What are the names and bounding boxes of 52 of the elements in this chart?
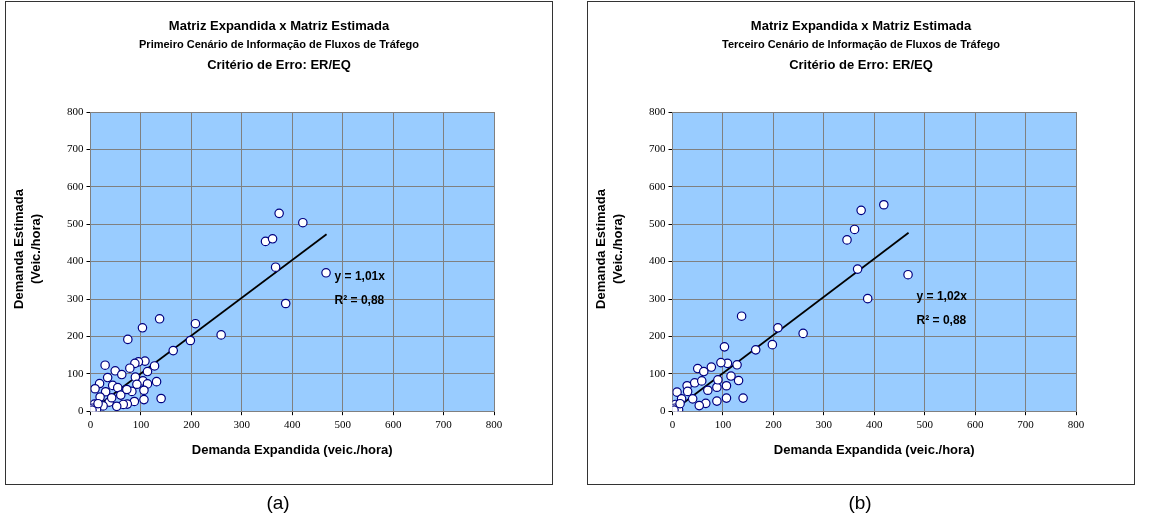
x-tick-label: 600 bbox=[384, 417, 402, 430]
x-axis-title: Demanda Expandida (veic./hora) bbox=[191, 441, 393, 457]
y-tick-label: 100 bbox=[67, 366, 84, 379]
chart-title: Matriz Expandida x Matriz Estimada bbox=[749, 18, 973, 33]
y-axis-title: Demanda Estimada (Veic./hora) bbox=[10, 188, 44, 311]
x-tick-label: 800 bbox=[1067, 417, 1085, 430]
annotation: y = 1,02x bbox=[916, 289, 968, 304]
y-tick-label: 600 bbox=[67, 179, 84, 192]
y-tick-label: 600 bbox=[649, 179, 666, 192]
text: (b) bbox=[847, 492, 873, 514]
y-tick-label: 500 bbox=[649, 217, 666, 230]
y-tick-label: 0 bbox=[78, 404, 84, 417]
x-tick-label: 400 bbox=[284, 417, 301, 430]
y-tick-label: 700 bbox=[67, 142, 84, 155]
x-tick-label: 500 bbox=[334, 417, 352, 430]
text: Critério de Erro: ER/EQ bbox=[206, 57, 352, 72]
y-tick-label: 800 bbox=[67, 104, 84, 117]
x-tick-label: 700 bbox=[435, 417, 453, 430]
x-tick-label: 100 bbox=[714, 417, 732, 430]
x-tick-label: 100 bbox=[132, 417, 150, 430]
x-tick-label: 300 bbox=[233, 417, 251, 430]
annotation: R² = 0,88 bbox=[334, 292, 385, 307]
x-tick-label: 300 bbox=[815, 417, 833, 430]
y-tick-label: 400 bbox=[649, 254, 666, 267]
x-axis-title: Demanda Expandida (veic./hora) bbox=[773, 441, 975, 457]
y-tick-label: 300 bbox=[649, 291, 666, 304]
x-tick-label: 200 bbox=[183, 417, 201, 430]
x-tick-label: 600 bbox=[966, 417, 984, 430]
x-tick-label: 0 bbox=[87, 417, 94, 430]
x-tick-label: 700 bbox=[1017, 417, 1035, 430]
y-axis-title: Demanda Estimada (Veic./hora) bbox=[592, 188, 626, 311]
y-tick-label: 200 bbox=[649, 329, 666, 342]
text: (a) bbox=[265, 492, 291, 514]
x-tick-label: 200 bbox=[765, 417, 783, 430]
y-tick-label: 500 bbox=[67, 217, 84, 230]
y-tick-label: 200 bbox=[67, 329, 84, 342]
x-tick-label: 0 bbox=[669, 417, 676, 430]
y-tick-label: 100 bbox=[649, 366, 666, 379]
chart-subtitle: Terceiro Cenário de Informação de Fluxos de Tráfego bbox=[721, 38, 1001, 50]
y-tick-label: 700 bbox=[649, 142, 666, 155]
y-tick-label: 800 bbox=[649, 104, 666, 117]
chart-subtitle: Primeiro Cenário de Informação de Fluxos de Tráfego bbox=[138, 38, 420, 50]
text: Critério de Erro: ER/EQ bbox=[788, 57, 934, 72]
x-tick-label: 400 bbox=[866, 417, 883, 430]
y-tick-label: 400 bbox=[67, 254, 84, 267]
annotation: y = 1,01x bbox=[334, 268, 386, 283]
y-tick-label: 300 bbox=[67, 291, 84, 304]
annotation: R² = 0,88 bbox=[916, 313, 967, 328]
x-tick-label: 800 bbox=[485, 417, 503, 430]
y-tick-label: 0 bbox=[660, 404, 666, 417]
x-tick-label: 500 bbox=[916, 417, 934, 430]
chart-title: Matriz Expandida x Matriz Estimada bbox=[167, 18, 391, 33]
